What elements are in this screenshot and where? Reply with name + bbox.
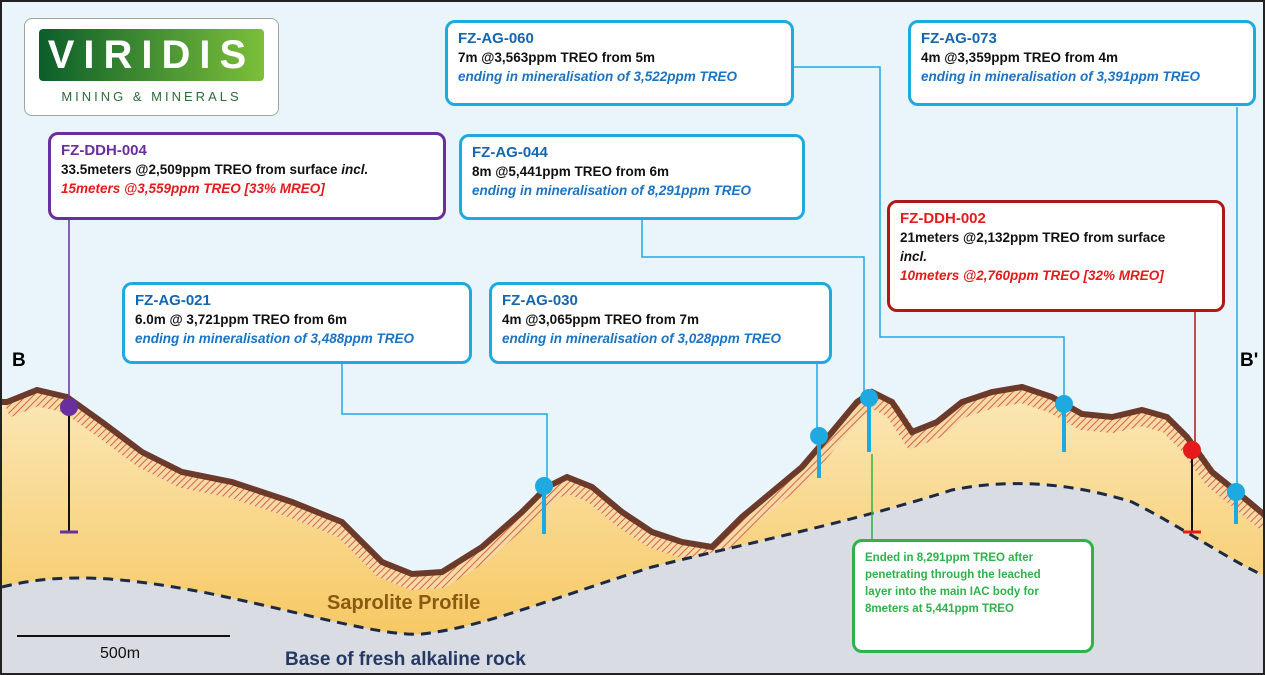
callout-line: incl. (341, 162, 368, 177)
callout-line: 6.0m @ 3,721ppm TREO from 6m (135, 310, 459, 329)
callout-line: 10meters @2,760ppm TREO [32% MREO] (900, 266, 1212, 285)
callout-line: 33.5meters @2,509ppm TREO from surface (61, 162, 338, 177)
callout: FZ-AG-030 4m @3,065ppm TREO from 7m endi… (489, 282, 832, 364)
callout: FZ-AG-044 8m @5,441ppm TREO from 6m endi… (459, 134, 805, 220)
callout-line: 8m @5,441ppm TREO from 6m (472, 162, 792, 181)
callout-title: FZ-AG-030 (502, 291, 819, 310)
note-line: Ended in 8,291ppm TREO after (865, 550, 1081, 567)
callout-line: 7m @3,563ppm TREO from 5m (458, 48, 781, 67)
scale-label: 500m (100, 645, 140, 663)
callout-title: FZ-AG-073 (921, 29, 1243, 48)
logo-tagline: MINING & MINERALS (25, 89, 278, 104)
callout-line: 4m @3,065ppm TREO from 7m (502, 310, 819, 329)
saprolite-label: Saprolite Profile (327, 592, 480, 615)
logo-name: VIRIDIS (39, 29, 264, 81)
logo: VIRIDIS MINING & MINERALS (24, 18, 279, 116)
callout-title: FZ-AG-044 (472, 143, 792, 162)
callout-line: ending in mineralisation of 8,291ppm TRE… (472, 181, 792, 200)
callout-line: ending in mineralisation of 3,028ppm TRE… (502, 329, 819, 348)
note-line: penetrating through the leached (865, 567, 1081, 584)
callout: FZ-DDH-004 33.5meters @2,509ppm TREO fro… (48, 132, 446, 220)
callout-line: ending in mineralisation of 3,522ppm TRE… (458, 67, 781, 86)
section-start: B (12, 350, 26, 372)
callout-line: 4m @3,359ppm TREO from 4m (921, 48, 1243, 67)
callout-line: ending in mineralisation of 3,391ppm TRE… (921, 67, 1243, 86)
cross-section: VIRIDIS MINING & MINERALS B B' FZ-DDH-00… (0, 0, 1265, 675)
callout-line: ending in mineralisation of 3,488ppm TRE… (135, 329, 459, 348)
note: Ended in 8,291ppm TREO after penetrating… (852, 539, 1094, 653)
note-line: 8meters at 5,441ppm TREO (865, 601, 1081, 618)
section-end: B' (1240, 350, 1258, 372)
callout-title: FZ-AG-060 (458, 29, 781, 48)
callout: FZ-AG-073 4m @3,359ppm TREO from 4m endi… (908, 20, 1256, 106)
callout-line: incl. (900, 247, 1212, 266)
callout: FZ-DDH-002 21meters @2,132ppm TREO from … (887, 200, 1225, 312)
callout-title: FZ-DDH-002 (900, 209, 1212, 228)
base-label: Base of fresh alkaline rock (285, 649, 526, 671)
callout: FZ-AG-060 7m @3,563ppm TREO from 5m endi… (445, 20, 794, 106)
callout-line: 21meters @2,132ppm TREO from surface (900, 228, 1212, 247)
callout: FZ-AG-021 6.0m @ 3,721ppm TREO from 6m e… (122, 282, 472, 364)
note-line: layer into the main IAC body for (865, 584, 1081, 601)
callout-title: FZ-AG-021 (135, 291, 459, 310)
callout-title: FZ-DDH-004 (61, 141, 433, 160)
callout-line: 15meters @3,559ppm TREO [33% MREO] (61, 179, 433, 198)
